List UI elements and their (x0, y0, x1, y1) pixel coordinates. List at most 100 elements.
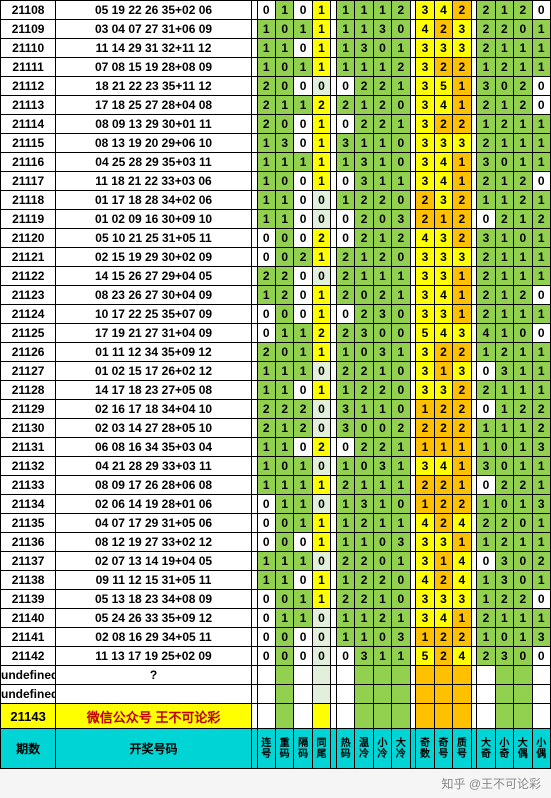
stat-cell: 2 (312, 96, 330, 115)
stat-cell: 3 (453, 248, 471, 267)
stat-cell: 1 (453, 153, 471, 172)
stat-cell: 2 (514, 400, 532, 419)
stat-cell: 1 (257, 20, 275, 39)
stat-cell: 3 (336, 134, 354, 153)
stat-cell: 1 (514, 533, 532, 552)
stat-cell: 0 (392, 305, 410, 324)
stat-cell: 3 (434, 39, 452, 58)
stat-cell: 1 (294, 343, 312, 362)
stat-cell: 0 (336, 229, 354, 248)
stat-cell: 1 (336, 381, 354, 400)
stat-cell: 4 (434, 286, 452, 305)
stat-cell: 1 (355, 476, 373, 495)
stat-cell: 1 (275, 362, 293, 381)
stat-cell: 1 (312, 286, 330, 305)
stat-cell: 1 (257, 39, 275, 58)
stat-cell: 0 (294, 628, 312, 647)
stat-cell: 1 (434, 210, 452, 229)
stat-cell: 2 (477, 1, 495, 20)
stat-cell: 1 (257, 381, 275, 400)
stat-cell: 3 (355, 647, 373, 666)
header-stat: 热码 (336, 729, 354, 769)
stat-cell: 0 (392, 362, 410, 381)
stat-cell: 2 (336, 248, 354, 267)
stat-cell: 2 (336, 476, 354, 495)
stat-cell: 1 (532, 134, 551, 153)
stat-cell: 2 (294, 248, 312, 267)
stat-cell: 3 (434, 533, 452, 552)
numbers-cell: 17 19 21 27 31+04 09 (56, 324, 252, 343)
stat-cell: 2 (355, 381, 373, 400)
stat-cell: 3 (355, 324, 373, 343)
stat-cell: 2 (434, 343, 452, 362)
stat-cell: 1 (453, 172, 471, 191)
stat-cell: 1 (514, 248, 532, 267)
stat-cell: 2 (434, 514, 452, 533)
stat-cell: 1 (495, 1, 513, 20)
stat-cell: 3 (434, 191, 452, 210)
stat-cell: 4 (434, 609, 452, 628)
stat-cell: 3 (416, 1, 434, 20)
stat-cell: 2 (373, 248, 391, 267)
stat-cell: 2 (257, 115, 275, 134)
stat-cell: 3 (453, 324, 471, 343)
stat-cell: 1 (495, 609, 513, 628)
stat-cell: 1 (477, 628, 495, 647)
stat-cell: 1 (477, 533, 495, 552)
stat-cell: 0 (294, 39, 312, 58)
stat-cell: 0 (275, 172, 293, 191)
stat-cell: 1 (392, 514, 410, 533)
stat-cell: 0 (275, 457, 293, 476)
stat-cell: 1 (336, 58, 354, 77)
stat-cell: 2 (336, 267, 354, 286)
stat-cell: 1 (355, 58, 373, 77)
stat-cell: 1 (312, 476, 330, 495)
stat-cell: 2 (392, 1, 410, 20)
stat-cell: 4 (434, 457, 452, 476)
stat-cell: 1 (495, 324, 513, 343)
stat-cell: 1 (392, 77, 410, 96)
stat-cell: 2 (336, 590, 354, 609)
period-cell: 21140 (1, 609, 56, 628)
stat-cell: 2 (373, 286, 391, 305)
stat-cell: 2 (355, 362, 373, 381)
stat-cell: 0 (373, 210, 391, 229)
stat-cell: 1 (275, 381, 293, 400)
stat-cell: 1 (453, 267, 471, 286)
stat-cell: 0 (294, 305, 312, 324)
period-cell: 21119 (1, 210, 56, 229)
stat-cell: 0 (312, 419, 330, 438)
stat-cell: 2 (477, 96, 495, 115)
numbers-cell: ? (56, 666, 252, 685)
stat-cell: 4 (453, 647, 471, 666)
stat-cell: 2 (453, 381, 471, 400)
stat-cell: 2 (434, 58, 452, 77)
numbers-cell: 01 02 09 16 30+09 10 (56, 210, 252, 229)
stat-cell: 0 (312, 191, 330, 210)
stat-cell: 1 (434, 362, 452, 381)
period-cell: 21117 (1, 172, 56, 191)
period-cell: 21132 (1, 457, 56, 476)
stat-cell: 0 (373, 628, 391, 647)
stat-cell: 0 (514, 324, 532, 343)
stat-cell: 1 (336, 533, 354, 552)
numbers-cell: 02 03 14 27 28+05 10 (56, 419, 252, 438)
stat-cell: 1 (477, 191, 495, 210)
stat-cell: 0 (294, 115, 312, 134)
stat-cell: 2 (514, 191, 532, 210)
period-cell: 21110 (1, 39, 56, 58)
header-stat: 温冷 (355, 729, 373, 769)
stat-cell: 1 (336, 20, 354, 39)
stat-cell: 1 (275, 495, 293, 514)
stat-cell: 0 (355, 419, 373, 438)
stat-cell: 1 (514, 419, 532, 438)
stat-cell: 1 (532, 39, 551, 58)
stat-cell: 0 (294, 1, 312, 20)
stat-cell: 5 (416, 647, 434, 666)
stat-cell: 1 (336, 1, 354, 20)
stat-cell: 0 (294, 134, 312, 153)
stat-cell: 3 (416, 609, 434, 628)
stat-cell: 2 (373, 571, 391, 590)
stat-cell: 2 (355, 571, 373, 590)
stat-cell: 2 (355, 191, 373, 210)
